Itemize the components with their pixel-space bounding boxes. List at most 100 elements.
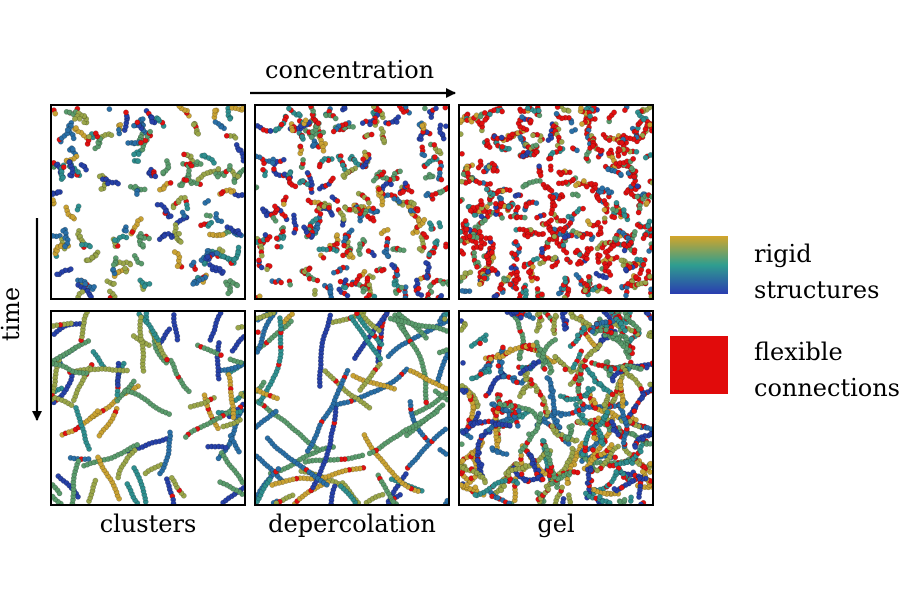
particle [160,169,166,176]
particle [329,194,336,200]
particle [534,214,540,221]
particle [547,166,554,173]
particle [489,265,496,272]
particle [460,327,465,333]
particle [561,294,568,298]
particle [295,111,302,117]
particle [190,281,196,287]
particle [320,254,327,261]
particle [438,176,445,183]
particle [98,186,105,192]
particles-plot [256,312,448,504]
particle [52,493,56,500]
particle [84,257,91,264]
particle [393,119,400,125]
particle [611,214,618,221]
particle [182,194,188,201]
particle [489,249,495,256]
particle [203,212,210,219]
particle [350,372,357,379]
particle [227,115,233,122]
particle [544,375,551,381]
particle [73,405,79,411]
particle [154,201,161,208]
particle [236,448,242,455]
particle [332,115,339,122]
particle [385,353,392,360]
particle [52,191,56,198]
particle [602,249,609,255]
particle [562,366,569,373]
particle [533,149,540,155]
particle [269,482,276,488]
particle [357,251,363,257]
particle [395,114,402,120]
particle [370,217,377,224]
particle [515,423,521,429]
particle [601,215,608,222]
particle [524,106,531,112]
particle [341,106,348,110]
particle [84,312,90,316]
panel-bottom-clusters [50,310,246,506]
particle [346,206,353,213]
particle [595,219,602,226]
particle [227,356,234,363]
particle [487,111,493,118]
particle [76,115,83,122]
particle [83,166,89,173]
particle [551,233,558,240]
particle [62,243,68,250]
particle [591,434,597,441]
particle [463,226,470,233]
particle [234,282,241,289]
particle [201,152,208,159]
particle [565,108,572,114]
particle [278,279,284,286]
particle [190,259,197,266]
particle [423,399,430,406]
particle [56,490,63,497]
particle [52,233,56,239]
particle [146,235,152,242]
particle [632,228,638,235]
particle [378,267,385,274]
particle [537,172,544,179]
particle [588,236,595,243]
particle [646,273,652,280]
particle [548,187,555,194]
particle [483,253,490,260]
particle [596,283,603,289]
particle [124,367,130,374]
particle [583,183,590,190]
particle [517,393,523,400]
particle [560,242,567,249]
particle [502,277,508,283]
particle [414,229,420,235]
particle [308,134,315,141]
particle [603,274,609,281]
particle [460,360,466,366]
particle [606,137,613,143]
particle [482,117,489,123]
particle [648,293,652,298]
particle [467,207,474,214]
particle [79,288,86,295]
particle [106,288,113,295]
particle [552,353,558,360]
particle [397,168,403,175]
particle [197,161,204,167]
particle [570,364,577,371]
particle [548,210,555,217]
particle [289,127,296,134]
particle [539,245,545,252]
particle [182,434,189,440]
particle [219,248,226,255]
particle [477,158,484,165]
particle [565,286,572,293]
particle [92,130,99,137]
particle [460,250,467,257]
particle [273,126,279,133]
particle [605,150,612,157]
particle [443,385,448,392]
